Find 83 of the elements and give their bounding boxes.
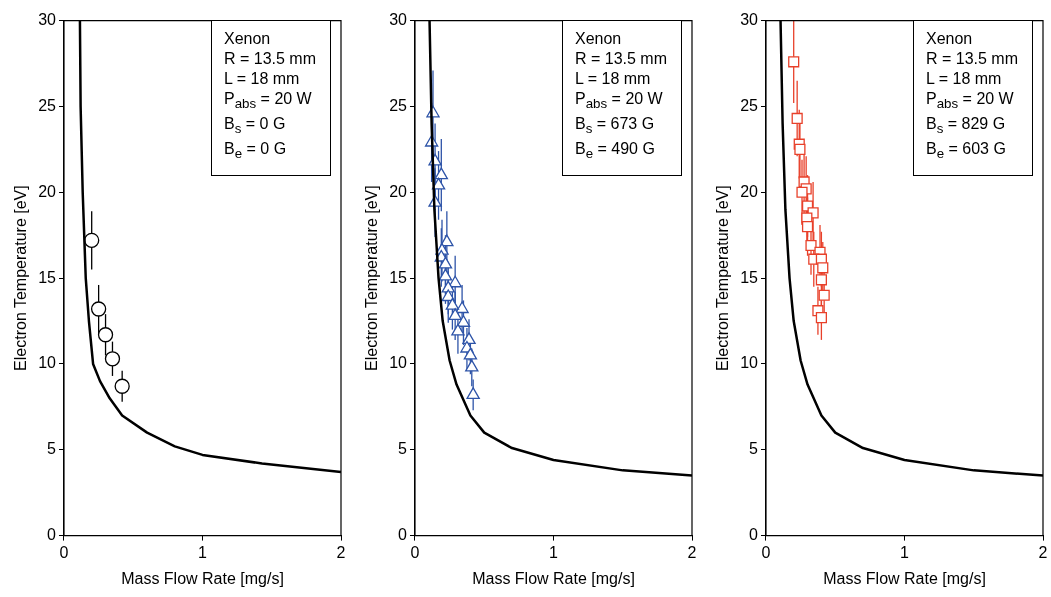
x-tick-label: 1 [900, 543, 910, 561]
annotation: B$_{e}$ = 0 G [223, 139, 288, 164]
x-tick-label: 0 [59, 543, 69, 561]
point [441, 280, 455, 293]
point [817, 262, 829, 274]
x-tick-label: 2 [336, 543, 346, 561]
annotation: L = 18 mm [925, 69, 1003, 89]
y-tick-label: 30 [389, 11, 408, 29]
point [801, 221, 814, 233]
annotation: P$_{abs}$ = 20 W [223, 89, 313, 114]
point [794, 143, 806, 155]
annotation: Xenon [574, 29, 623, 49]
x-axis-title: Mass Flow Rate [mg/s] [472, 569, 635, 587]
annotation: P$_{abs}$ = 20 W [574, 89, 664, 114]
y-tick-label: 20 [38, 182, 57, 200]
y-tick-label: 25 [389, 96, 408, 114]
annotation: R = 13.5 mm [925, 49, 1018, 69]
annotation: B$_{s}$ = 829 G [925, 114, 1007, 139]
annotation: P$_{abs}$ = 20 W [925, 89, 1015, 114]
annotation: R = 13.5 mm [574, 49, 667, 69]
point [818, 289, 830, 301]
annotation: B$_{s}$ = 0 G [223, 114, 287, 139]
x-tick-label: 1 [549, 543, 559, 561]
y-tick-label: 0 [47, 526, 57, 544]
y-tick-label: 5 [749, 440, 759, 458]
y-tick-label: 5 [47, 440, 57, 458]
point [815, 274, 827, 286]
y-tick-label: 10 [740, 354, 759, 372]
annotation: Xenon [223, 29, 272, 49]
annotation: R = 13.5 mm [223, 49, 316, 69]
annotation: B$_{e}$ = 490 G [574, 139, 656, 164]
point [455, 301, 469, 314]
x-tick-label: 0 [761, 543, 771, 561]
point [448, 308, 462, 321]
annotation: B$_{s}$ = 673 G [574, 114, 656, 139]
point [114, 378, 130, 394]
point [456, 315, 471, 327]
y-axis-title: Electron Temperature [eV] [12, 185, 30, 371]
point [788, 56, 800, 68]
point [84, 232, 100, 248]
point [462, 332, 476, 345]
point [791, 112, 803, 125]
x-axis-title: Mass Flow Rate [mg/s] [823, 569, 986, 587]
point [90, 301, 107, 317]
y-tick-label: 30 [740, 11, 759, 29]
x-axis-title: Mass Flow Rate [mg/s] [121, 569, 284, 587]
x-tick-label: 2 [1038, 543, 1048, 561]
x-tick-label: 0 [410, 543, 420, 561]
y-tick-label: 20 [740, 182, 759, 200]
point [97, 327, 114, 343]
point [466, 387, 480, 399]
point [438, 268, 453, 281]
x-tick-label: 2 [687, 543, 697, 561]
point [463, 347, 478, 360]
point [445, 297, 460, 310]
y-tick-label: 15 [740, 268, 759, 286]
annotation: Xenon [925, 29, 974, 49]
point [805, 239, 817, 252]
y-axis-title: Electron Temperature [eV] [363, 185, 381, 371]
y-tick-label: 0 [749, 526, 759, 544]
point [451, 323, 465, 336]
y-axis-title: Electron Temperature [eV] [714, 185, 732, 371]
y-tick-label: 0 [398, 526, 408, 544]
y-tick-label: 30 [38, 11, 57, 29]
y-tick-label: 5 [398, 440, 408, 458]
y-tick-label: 10 [38, 354, 57, 372]
y-tick-label: 15 [38, 268, 57, 286]
point [796, 186, 808, 198]
y-tick-label: 20 [389, 182, 408, 200]
annotation: L = 18 mm [223, 69, 301, 89]
y-tick-label: 25 [740, 96, 759, 114]
point [440, 234, 454, 247]
point [815, 311, 827, 324]
y-tick-label: 10 [389, 354, 408, 372]
point [104, 351, 121, 367]
point [438, 256, 453, 269]
point [465, 359, 479, 372]
point [434, 167, 449, 180]
annotation: L = 18 mm [574, 69, 652, 89]
y-tick-label: 15 [389, 268, 408, 286]
annotation: B$_{e}$ = 603 G [925, 139, 1007, 164]
y-tick-label: 25 [38, 96, 57, 114]
x-tick-label: 1 [198, 543, 208, 561]
